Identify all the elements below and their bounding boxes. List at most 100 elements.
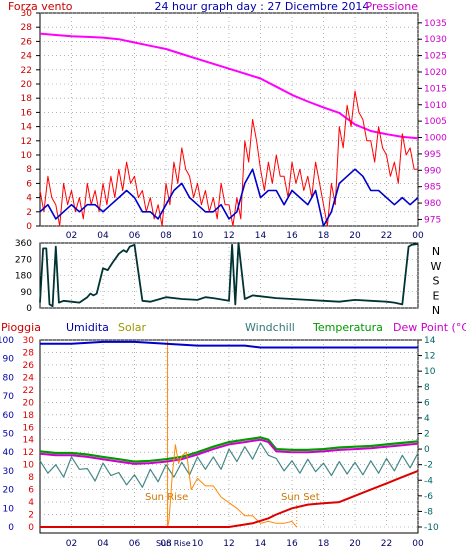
wind-x-tick-label: 10	[192, 231, 204, 241]
pressure-y-tick-label: 1035	[424, 19, 447, 29]
wind-x-tick-label: 18	[318, 231, 330, 241]
wind-y-tick-label: 8	[26, 165, 32, 175]
windchill-series	[39, 442, 419, 488]
rain-y-tick-label: 18	[23, 411, 35, 421]
sunset-annotation: Sun Set	[281, 492, 320, 503]
pressure-y-tick-label: 1010	[424, 101, 447, 111]
humidity-series	[40, 340, 418, 349]
pressure-y-tick-label: 980	[424, 199, 441, 209]
wind-y-tick-label: 18	[21, 94, 33, 104]
temperature-y-tick-label: 12	[424, 352, 435, 362]
pressure-y-tick-label: 1030	[424, 35, 447, 45]
pressure-y-tick-label: 985	[424, 183, 441, 193]
rain-y-tick-label: 24	[23, 373, 35, 383]
humidity-y-tick-label: 100	[0, 336, 14, 346]
rain-y-tick-label: 8	[28, 473, 34, 483]
wind-y-tick-label: 26	[21, 37, 33, 47]
direction-compass-label: N	[432, 245, 440, 258]
climate-x-tick-label: 02	[66, 539, 77, 549]
wind-avg-series	[39, 168, 419, 227]
direction-series	[39, 242, 419, 308]
rain-y-tick-label: 14	[23, 436, 35, 446]
wind-x-tick-label: 06	[129, 231, 141, 241]
humidity-y-tick-label: 10	[3, 504, 15, 514]
wind-y-tick-label: 10	[21, 151, 33, 161]
temperature-y-tick-label: 14	[424, 336, 436, 346]
pressure-y-tick-label: 995	[424, 150, 441, 160]
pressure-y-tick-label: 990	[424, 166, 441, 176]
wind-gust-series	[39, 90, 418, 227]
direction-y-tick-label: 90	[21, 288, 33, 298]
temperature-series	[39, 436, 419, 463]
pressure-y-tick-label: 1000	[424, 134, 447, 144]
wind-y-tick-label: 28	[21, 23, 33, 33]
wind-y-tick-label: 30	[21, 9, 33, 19]
legend-dewpoint: Dew Point (°C)	[393, 321, 466, 334]
pressure-y-tick-label: 1005	[424, 117, 447, 127]
temperature-y-tick-label: -10	[424, 523, 439, 533]
climate-x-tick-label: 08	[160, 539, 172, 549]
rain-y-tick-label: 28	[23, 348, 35, 358]
rain-y-tick-label: 16	[23, 423, 35, 433]
climate-x-tick-label: 18	[318, 539, 330, 549]
temperature-y-tick-label: 2	[424, 430, 430, 440]
wind-x-tick-label: 16	[286, 231, 298, 241]
legend-temperatura: Temperatura	[312, 321, 383, 334]
climate-x-tick-label: 06	[129, 539, 141, 549]
wind-x-tick-label: 12	[223, 231, 234, 241]
direction-compass-label: N	[432, 304, 440, 317]
temperature-y-tick-label: 10	[424, 367, 436, 377]
wind-x-tick-label: 00	[412, 231, 424, 241]
humidity-y-tick-label: 60	[3, 411, 15, 421]
rain-y-tick-label: 30	[23, 336, 35, 346]
humidity-y-tick-label: 80	[3, 373, 15, 383]
header-center-title: 24 hour graph day : 27 Dicembre 2014	[155, 0, 370, 13]
sunrise-annotation: Sun Rise	[145, 492, 188, 503]
temperature-y-tick-label: 0	[424, 445, 430, 455]
rain-y-tick-label: 20	[23, 398, 35, 408]
rain-y-tick-label: 6	[28, 486, 34, 496]
pressure-y-tick-label: 975	[424, 215, 441, 225]
humidity-y-tick-label: 40	[3, 448, 15, 458]
direction-compass-label: E	[433, 289, 440, 302]
direction-y-tick-label: 270	[15, 255, 32, 265]
temperature-y-tick-label: -4	[424, 476, 433, 486]
rain-y-tick-label: 26	[23, 361, 35, 371]
rain-y-tick-label: 22	[23, 386, 34, 396]
rain-series	[40, 469, 419, 528]
wind-y-tick-label: 6	[26, 179, 32, 189]
pressure-y-tick-label: 1025	[424, 52, 447, 62]
wind-y-tick-label: 20	[21, 80, 33, 90]
wind-y-tick-label: 14	[21, 123, 33, 133]
climate-x-tick-label: 20	[349, 539, 361, 549]
pressure-y-tick-label: 1020	[424, 68, 447, 78]
wind-x-tick-label: 08	[160, 231, 172, 241]
temperature-y-tick-label: 6	[424, 398, 430, 408]
rain-y-tick-label: 2	[28, 511, 34, 521]
temperature-y-tick-label: -6	[424, 492, 433, 502]
header-right-label: Pressione	[366, 0, 419, 13]
legend-umidita: Umidita	[66, 321, 109, 334]
direction-y-tick-label: 0	[26, 304, 32, 314]
wind-y-tick-label: 4	[26, 194, 32, 204]
climate-x-tick-label: 22	[381, 539, 392, 549]
wind-y-tick-label: 22	[21, 66, 32, 76]
wind-y-tick-label: 12	[21, 137, 32, 147]
humidity-y-tick-label: 0	[8, 523, 14, 533]
climate-x-tick-label: 10	[192, 539, 204, 549]
climate-x-tick-label: 00	[412, 539, 424, 549]
temperature-y-tick-label: -2	[424, 461, 433, 471]
temperature-y-tick-label: -8	[424, 507, 433, 517]
header-left-label: Forza vento	[8, 0, 73, 13]
temperature-y-tick-label: 8	[424, 383, 430, 393]
direction-compass-label: W	[431, 260, 442, 273]
climate-x-tick-label: 16	[286, 539, 298, 549]
legend-solar: Solar	[118, 321, 147, 334]
direction-y-tick-label: 360	[15, 239, 32, 249]
wind-y-tick-label: 2	[26, 208, 32, 218]
climate-x-tick-label: 12	[223, 539, 234, 549]
rain-y-tick-label: 4	[28, 498, 34, 508]
climate-x-tick-label: 04	[97, 539, 109, 549]
